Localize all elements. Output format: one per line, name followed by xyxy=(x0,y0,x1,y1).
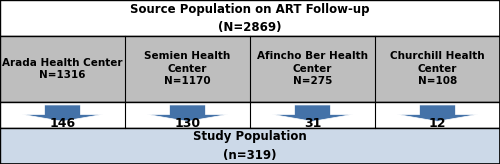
Polygon shape xyxy=(398,105,477,121)
Polygon shape xyxy=(148,105,228,121)
Text: (N=2869): (N=2869) xyxy=(218,21,282,34)
Bar xyxy=(0,128,500,164)
Text: 12: 12 xyxy=(429,117,446,131)
Text: Afincho Ber Health
Center
N=275: Afincho Ber Health Center N=275 xyxy=(257,51,368,86)
Bar xyxy=(0,0,500,36)
Text: Semien Health
Center
N=1170: Semien Health Center N=1170 xyxy=(144,51,230,86)
Text: Churchill Health
Center
N=108: Churchill Health Center N=108 xyxy=(390,51,485,86)
Bar xyxy=(0,102,500,164)
Polygon shape xyxy=(22,105,102,121)
Text: Source Population on ART Follow-up: Source Population on ART Follow-up xyxy=(130,2,370,16)
Text: 130: 130 xyxy=(174,117,201,131)
Text: Arada Health Center
N=1316: Arada Health Center N=1316 xyxy=(2,58,123,80)
Text: 31: 31 xyxy=(304,117,321,131)
Polygon shape xyxy=(272,105,352,121)
Bar xyxy=(0,102,500,128)
Bar xyxy=(0,36,500,102)
Text: Study Population: Study Population xyxy=(193,130,307,144)
Text: 146: 146 xyxy=(50,117,76,131)
Text: (n=319): (n=319) xyxy=(223,149,277,162)
